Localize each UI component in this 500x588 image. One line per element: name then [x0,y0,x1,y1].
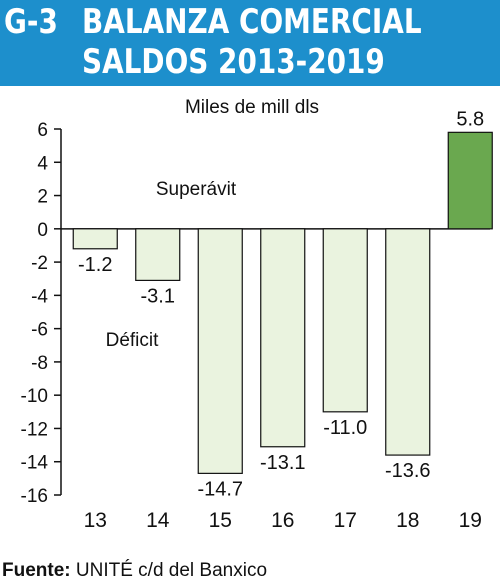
y-tick-label: 0 [37,220,48,241]
x-tick-label-17: 17 [334,509,357,532]
x-tick-label-14: 14 [146,509,170,532]
y-tick-label: -10 [21,386,48,407]
y-tick-label: -12 [21,419,48,440]
x-tick-label-13: 13 [84,509,107,532]
surplus-annotation: Superávit [156,179,237,200]
y-tick-label: -14 [21,453,49,474]
bars [72,131,493,474]
unit-label: Miles de mill dls [185,97,319,118]
y-tick-label: -6 [31,320,48,341]
bar-14 [135,228,181,281]
value-label-13: -1.2 [78,254,112,276]
chart-title-line1: BALANZA COMERCIAL [82,2,422,42]
bar-16 [260,228,306,448]
source-label: Fuente: [2,560,71,581]
x-tick-label-16: 16 [271,509,294,532]
y-tick-label: 2 [37,187,48,208]
y-tick-label: 6 [37,120,48,141]
chart-title-line2: SALDOS 2013-2019 [82,42,385,82]
y-axis: 6 4 2 0 -2 -4 -6 -8 -10 -12 -14 -16 [21,120,490,507]
y-tick-label: 4 [37,153,48,174]
value-label-18: -13.6 [385,460,431,482]
value-label-15: -14.7 [197,478,243,500]
bar-15 [197,228,243,474]
y-tick-label: -4 [31,286,48,307]
x-tick-label-15: 15 [209,509,232,532]
bar-18 [385,228,431,456]
value-label-16: -13.1 [260,452,306,474]
source-text: UNITÉ c/d del Banxico [70,560,268,581]
bar-19 [447,131,493,230]
x-axis-labels: 13 14 15 16 17 18 19 [84,509,482,532]
value-label-19: 5.8 [456,108,484,130]
bar-17 [322,228,368,413]
value-label-14: -3.1 [141,285,175,307]
bar-13 [72,228,118,250]
chart-header: G-3 BALANZA COMERCIAL SALDOS 2013-2019 [0,0,500,86]
x-tick-label-19: 19 [459,509,482,532]
value-labels: -1.2 -3.1 -14.7 -13.1 -11.0 -13.6 5.8 [78,108,484,500]
x-tick-label-18: 18 [396,509,419,532]
chart-code: G-3 [4,2,58,42]
value-label-17: -11.0 [323,417,367,439]
source-note: Fuente: UNITÉ c/d del Banxico [2,560,267,582]
y-tick-label: -16 [21,486,48,507]
chart-title: BALANZA COMERCIAL SALDOS 2013-2019 [82,2,422,82]
y-tick-label: -2 [31,253,48,274]
deficit-annotation: Déficit [106,330,160,351]
y-tick-label: -8 [31,353,48,374]
